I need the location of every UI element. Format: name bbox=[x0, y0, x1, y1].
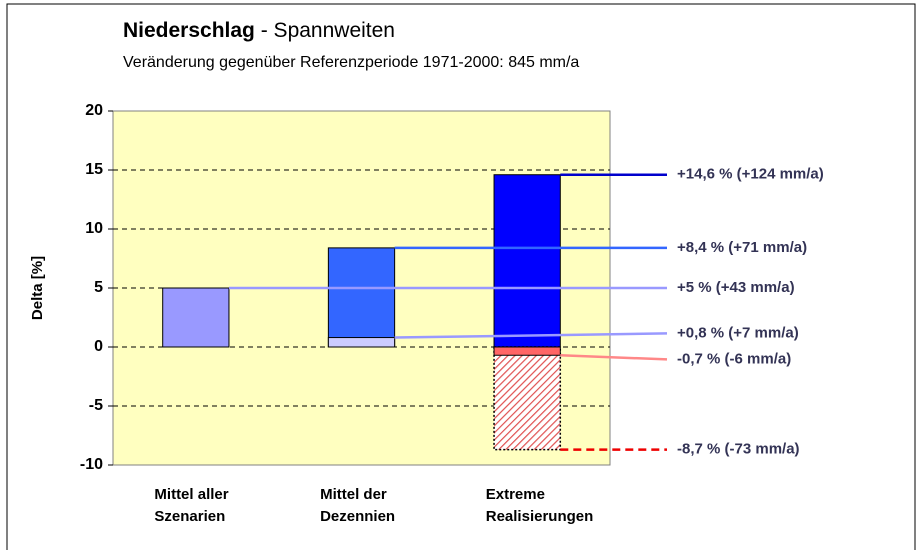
bar bbox=[493, 346, 562, 451]
x-tick-label: Mittel der Dezennien bbox=[320, 486, 395, 525]
bar bbox=[493, 346, 561, 356]
value-label: -8,7 % (-73 mm/a) bbox=[677, 441, 800, 458]
value-label: +8,4 % (+71 mm/a) bbox=[677, 239, 807, 256]
y-tick-label: 0 bbox=[94, 338, 103, 355]
y-tick-label: -10 bbox=[80, 456, 103, 473]
x-tick-line: Extreme bbox=[486, 486, 545, 503]
bar bbox=[493, 174, 561, 348]
connector bbox=[560, 354, 668, 361]
connector bbox=[394, 332, 668, 339]
y-tick-label: -5 bbox=[89, 397, 103, 414]
x-tick-line: Mittel aller bbox=[154, 486, 228, 503]
bar bbox=[327, 247, 396, 348]
value-label: +14,6 % (+124 mm/a) bbox=[677, 166, 824, 183]
value-label: +0,8 % (+7 mm/a) bbox=[677, 324, 799, 341]
bar bbox=[162, 287, 230, 348]
x-tick-line: Szenarien bbox=[154, 508, 225, 525]
y-tick-label: 10 bbox=[85, 220, 103, 237]
y-axis-label: Delta [%] bbox=[29, 256, 46, 320]
subtitle: Veränderung gegenüber Referenzperiode 19… bbox=[123, 54, 579, 71]
y-tick-label: 15 bbox=[85, 161, 103, 178]
x-tick-label: Mittel aller Szenarien bbox=[154, 486, 228, 525]
y-tick-label: 5 bbox=[94, 279, 103, 296]
x-tick-line: Realisierungen bbox=[486, 508, 594, 525]
title-bold: Niederschlag bbox=[123, 19, 255, 42]
x-tick-label: Extreme Realisierungen bbox=[486, 486, 594, 525]
x-tick-line: Mittel der bbox=[320, 486, 387, 503]
value-label: +5 % (+43 mm/a) bbox=[677, 279, 795, 296]
chart-title: Niederschlag - Spannweiten bbox=[123, 19, 395, 42]
title-suffix: - Spannweiten bbox=[261, 19, 395, 42]
x-tick-line: Dezennien bbox=[320, 508, 395, 525]
bar bbox=[327, 337, 396, 348]
y-tick-label: 20 bbox=[85, 102, 103, 119]
value-label: -0,7 % (-6 mm/a) bbox=[677, 350, 791, 367]
